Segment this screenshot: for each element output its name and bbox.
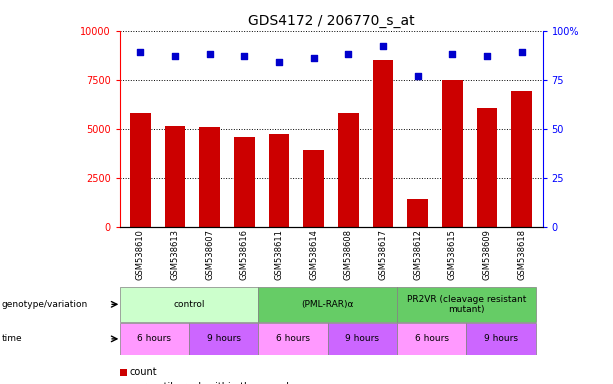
Bar <box>268 134 289 227</box>
Text: time: time <box>1 334 22 343</box>
Bar <box>511 91 532 227</box>
Bar <box>165 126 185 227</box>
Bar <box>130 113 151 227</box>
Text: 6 hours: 6 hours <box>137 334 171 343</box>
Point <box>170 53 180 59</box>
Point <box>135 49 145 55</box>
Bar <box>234 137 255 227</box>
Bar <box>303 150 324 227</box>
Bar <box>397 287 536 322</box>
Text: 6 hours: 6 hours <box>414 334 449 343</box>
Point <box>482 53 492 59</box>
Bar <box>120 287 258 322</box>
Bar <box>327 323 397 354</box>
Text: 9 hours: 9 hours <box>345 334 379 343</box>
Point <box>343 51 353 57</box>
Bar <box>466 323 536 354</box>
Bar <box>397 323 466 354</box>
Point <box>413 73 422 79</box>
Point <box>309 55 319 61</box>
Text: 9 hours: 9 hours <box>207 334 240 343</box>
Bar <box>477 108 497 227</box>
Point <box>447 51 457 57</box>
Bar <box>407 199 428 227</box>
Text: genotype/variation: genotype/variation <box>1 300 88 309</box>
Bar <box>373 60 394 227</box>
Bar <box>338 113 359 227</box>
Bar <box>199 127 220 227</box>
Text: percentile rank within the sample: percentile rank within the sample <box>130 382 295 384</box>
Title: GDS4172 / 206770_s_at: GDS4172 / 206770_s_at <box>248 14 414 28</box>
Point <box>517 49 527 55</box>
Point <box>274 59 284 65</box>
Text: (PML-RAR)α: (PML-RAR)α <box>302 300 354 309</box>
Bar <box>120 323 189 354</box>
Bar <box>258 287 397 322</box>
Text: control: control <box>173 300 205 309</box>
Bar <box>189 323 258 354</box>
Point <box>240 53 249 59</box>
Bar <box>258 323 327 354</box>
Text: count: count <box>130 367 158 377</box>
Text: PR2VR (cleavage resistant
mutant): PR2VR (cleavage resistant mutant) <box>406 295 526 314</box>
Point <box>205 51 215 57</box>
Text: 6 hours: 6 hours <box>276 334 310 343</box>
Text: 9 hours: 9 hours <box>484 334 518 343</box>
Point <box>378 43 388 50</box>
Bar <box>442 80 463 227</box>
